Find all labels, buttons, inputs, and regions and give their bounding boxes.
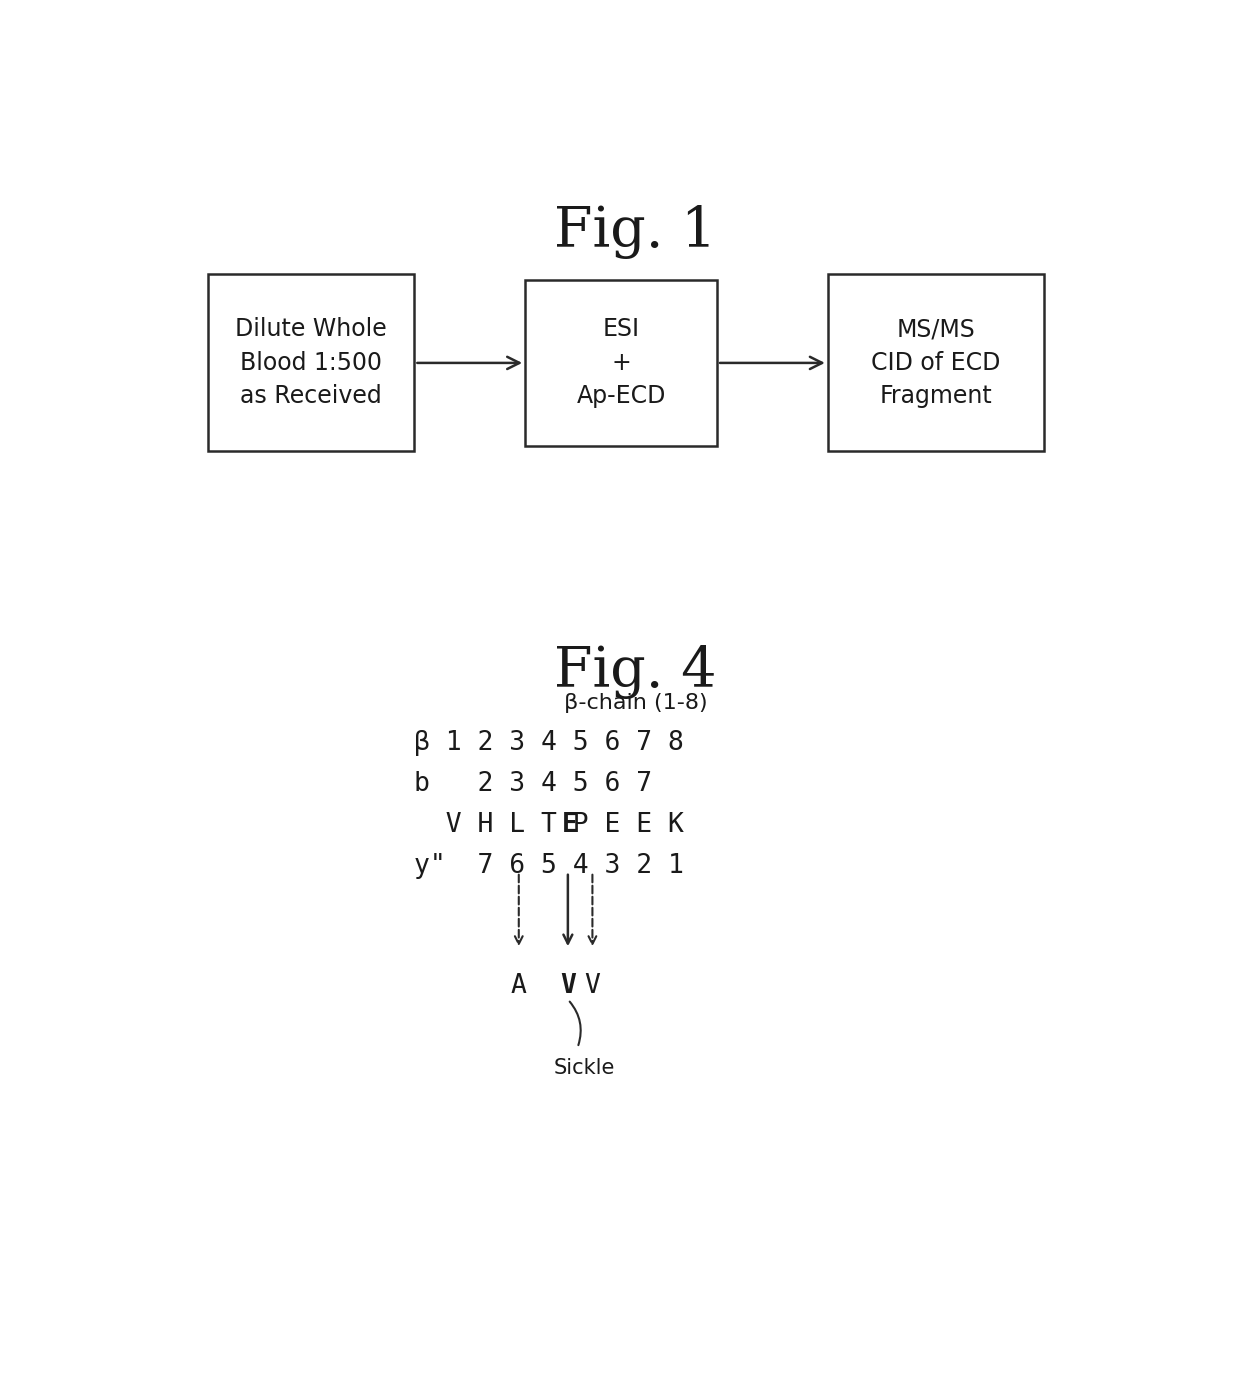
Text: y"  7 6 5 4 3 2 1: y" 7 6 5 4 3 2 1 (414, 853, 684, 879)
Text: E: E (562, 812, 578, 837)
Bar (828, 274, 1044, 451)
Text: b   2 3 4 5 6 7: b 2 3 4 5 6 7 (414, 772, 652, 797)
Text: β-chain (1-8): β-chain (1-8) (564, 692, 707, 713)
Text: MS/MS
CID of ECD
Fragment: MS/MS CID of ECD Fragment (872, 318, 1001, 408)
Text: Sickle: Sickle (553, 1059, 615, 1078)
Bar (208, 274, 414, 451)
Text: V H L T P E E K: V H L T P E E K (414, 812, 684, 837)
Text: Fig. 4: Fig. 4 (554, 645, 717, 699)
Text: Fig. 1: Fig. 1 (554, 205, 717, 259)
Bar (525, 280, 717, 446)
Text: Dilute Whole
Blood 1:500
as Received: Dilute Whole Blood 1:500 as Received (236, 318, 387, 408)
Text: V: V (584, 972, 600, 999)
Text: A: A (511, 972, 527, 999)
Text: ESI
+
Ap-ECD: ESI + Ap-ECD (577, 318, 666, 408)
Text: V: V (560, 972, 575, 999)
Text: β 1 2 3 4 5 6 7 8: β 1 2 3 4 5 6 7 8 (414, 730, 684, 756)
